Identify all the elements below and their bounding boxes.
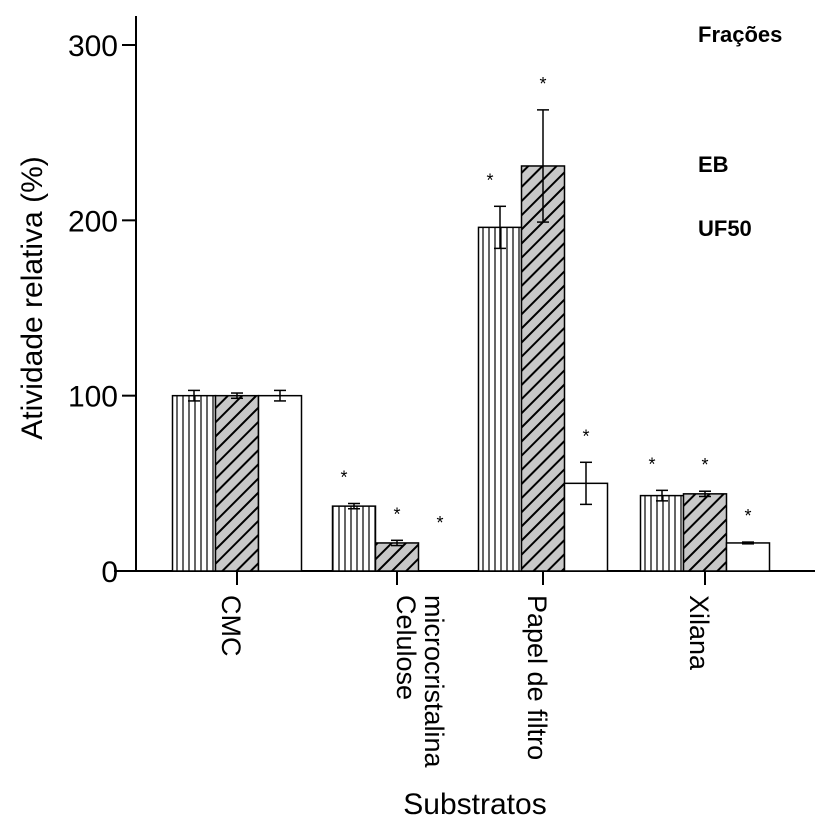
significance-marker: * <box>539 74 546 94</box>
significance-marker: * <box>582 426 589 446</box>
legend-label-eb: EB <box>698 152 729 177</box>
bar <box>374 542 420 572</box>
y-axis-title: Atividade relativa (%) <box>16 156 49 439</box>
legend-title: Frações <box>698 22 782 47</box>
x-tick-label-line: Xilana <box>684 595 714 671</box>
bar <box>477 226 523 572</box>
significance-marker: * <box>436 513 443 533</box>
bar <box>725 542 771 572</box>
x-tick-label: Xilana <box>684 595 714 671</box>
x-tick-label: CMC <box>216 595 246 657</box>
bar <box>214 394 260 572</box>
significance-marker: * <box>744 506 751 526</box>
y-tick-label: 100 <box>68 381 118 414</box>
bar <box>171 394 217 572</box>
bar <box>257 394 303 572</box>
y-tick-label: 200 <box>68 205 118 238</box>
x-tick-label: Papel de filtro <box>522 595 552 760</box>
significance-marker: * <box>701 455 708 475</box>
x-tick-label-line: Papel de filtro <box>522 595 552 760</box>
bar <box>520 165 566 572</box>
bars <box>171 109 771 572</box>
significance-marker: * <box>393 504 400 524</box>
x-tick-label-line: microcristalina <box>419 595 449 769</box>
y-tick-label: 0 <box>101 556 118 589</box>
significance-marker: * <box>340 467 347 487</box>
x-axis-title: Substratos <box>403 788 546 821</box>
bar <box>682 493 728 572</box>
x-tick-label-line: Celulose <box>391 595 421 700</box>
significance-marker: * <box>648 454 655 474</box>
x-tick-label-line: CMC <box>216 595 246 657</box>
y-tick-label: 300 <box>68 30 118 63</box>
legend-label-uf50: UF50 <box>698 216 752 241</box>
significance-marker: * <box>486 170 493 190</box>
bar <box>331 505 377 572</box>
bar <box>639 494 685 572</box>
